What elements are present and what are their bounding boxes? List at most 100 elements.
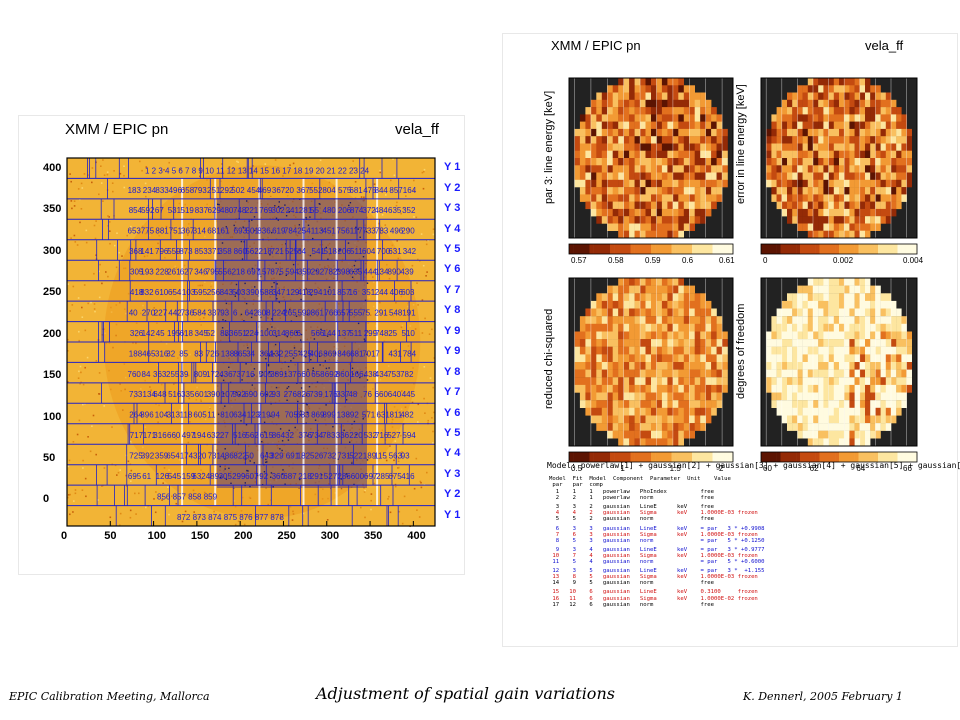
map-cell [818,179,824,188]
map-cell [818,423,824,431]
map-cell [705,143,712,151]
map-cell [590,400,597,408]
region-number: 793 [193,186,207,195]
dense-point [284,373,287,375]
region-number: 103 [182,288,196,297]
dense-point [275,262,277,264]
map-cell [802,293,808,302]
speckle [213,510,215,513]
speckle [424,412,426,414]
dense-point [267,203,269,205]
map-cell [694,172,701,180]
colorbar-step [593,244,598,254]
map-cell [596,331,602,340]
region-number: 228 [155,268,169,277]
map-cell [645,230,652,239]
dense-point [364,375,366,377]
region-number: 132 [270,349,284,358]
map-cell [667,136,674,144]
param-table-row: 12 3 5 gaussian LineE keV = par 3 * +1.1… [549,568,765,575]
map-cell [776,384,782,393]
map-cell [623,346,630,355]
map-cell [885,354,892,363]
map-cell [766,158,772,166]
speckle [84,477,87,480]
map-cell [585,384,592,393]
speckle [94,310,96,313]
map-cell [792,300,798,309]
map-cell [802,143,808,151]
fit-results-figure: XMM / EPIC pn vela_ff par 3: line energy… [503,34,960,646]
speckle [398,466,400,469]
dense-point [220,229,222,231]
region-number: 566 [311,329,325,338]
dense-point [308,219,310,221]
row-label: Y 2 [444,181,461,194]
map-cell [828,158,834,166]
map-cell [683,423,690,431]
map-cell [880,114,886,122]
dense-point [267,247,269,249]
map-cell [771,369,777,378]
speckle [135,513,137,515]
param-table-row: 11 5 4 gaussian norm = par 5 * +0.6000 [549,559,765,565]
region-number: 367 [296,186,310,195]
region-number: 299 [232,472,246,481]
map-cell [787,172,793,180]
map-cell [590,377,597,386]
colorbar-step [671,244,676,254]
map-cell [672,300,679,309]
map-cell [807,92,814,100]
map-cell [678,165,684,173]
map-cell [859,216,866,224]
map-cell [618,165,624,173]
map-cell [813,107,819,115]
map-cell [596,136,602,144]
map-cell [870,415,876,424]
map-cell [787,216,793,224]
dense-point [348,363,351,365]
speckle [302,512,305,515]
map-cell [623,121,630,130]
speckle [394,440,397,442]
map-cell [612,285,619,294]
map-cell [645,179,652,188]
map-cell [844,323,850,332]
map-cell [634,323,641,332]
map-cell [792,362,798,370]
map-cell [640,230,646,239]
region-number: 518 [324,247,338,256]
speckle [95,453,97,456]
map-cell [672,316,679,324]
map-cell [694,136,701,144]
speckle [74,489,77,491]
map-cell [823,339,829,347]
map-cell [802,300,808,309]
map-cell [828,201,834,210]
map-cell [813,85,819,93]
region-number: 390 [246,288,260,297]
dense-point [239,314,242,317]
dense-point [279,317,281,319]
map-cell [601,407,608,416]
dense-point [343,345,346,347]
colorbar-step [569,244,574,254]
map-cell [833,223,840,231]
dense-point [366,353,368,355]
map-cell [792,308,798,317]
map-cell [859,230,866,239]
map-cell [574,331,581,340]
map-cell [885,308,892,317]
region-numbers-bottom: 856 857 858 859 [157,492,218,501]
map-cell [901,384,907,393]
dense-point [295,331,298,333]
map-cell [854,362,860,370]
map-cell [607,323,613,332]
dense-point [286,387,288,389]
map-cell [885,316,892,324]
map-cell [711,331,717,340]
map-cell [667,128,674,137]
map-cell [694,187,701,195]
map-cell [689,85,695,93]
dense-point [251,384,253,386]
